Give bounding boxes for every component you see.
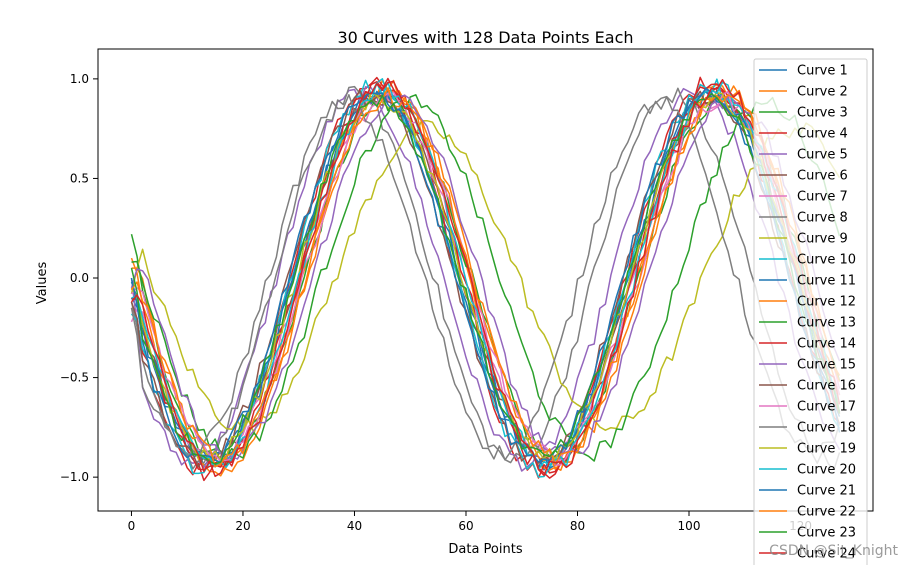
legend-label: Curve 12 — [797, 295, 856, 310]
plot-frame — [97, 48, 874, 512]
series-line-11 — [130, 90, 841, 470]
legend-label: Curve 17 — [797, 400, 856, 415]
legend-label: Curve 22 — [797, 505, 856, 520]
x-tick-label: 100 — [678, 519, 701, 533]
legend-label: Curve 8 — [797, 211, 848, 226]
y-tick-label: 0.0 — [70, 271, 89, 285]
y-axis: −1.0 −0.5 0.0 0.5 1.0 — [60, 72, 98, 484]
legend-label: Curve 2 — [797, 85, 848, 100]
series-line-2 — [130, 79, 841, 477]
series-line-8 — [130, 85, 841, 471]
x-tick-label: 80 — [570, 519, 585, 533]
legend-label: Curve 3 — [797, 106, 848, 121]
series-line-24 — [130, 79, 841, 478]
legend-label: Curve 4 — [797, 127, 848, 142]
x-tick-label: 60 — [458, 519, 473, 533]
legend-label: Curve 7 — [797, 190, 848, 205]
legend-box — [753, 58, 868, 565]
legend-label: Curve 23 — [797, 526, 856, 541]
chart-title: 30 Curves with 128 Data Points Each — [337, 28, 633, 47]
series-line-5 — [130, 86, 841, 472]
legend-label: Curve 20 — [797, 463, 856, 478]
series-line-9 — [130, 119, 841, 434]
series-line-15 — [130, 94, 841, 460]
legend-label: Curve 18 — [797, 421, 856, 436]
series-line-17 — [130, 90, 841, 466]
watermark: CSDN @Sit_Knight — [769, 543, 898, 559]
x-axis: 020406080100120 — [128, 511, 812, 533]
legend-label: Curve 1 — [797, 64, 848, 79]
legend-label: Curve 10 — [797, 253, 856, 268]
series-lines — [130, 76, 841, 482]
y-axis-label: Values — [35, 262, 50, 305]
x-tick-label: 40 — [347, 519, 362, 533]
series-line-13 — [131, 94, 841, 462]
series-line-22 — [130, 87, 841, 468]
legend-label: Curve 5 — [797, 148, 848, 163]
legend-label: Curve 11 — [797, 274, 856, 289]
series-line-21 — [130, 87, 841, 464]
series-line-12 — [131, 89, 841, 473]
series-line-20 — [131, 81, 841, 471]
y-tick-label: −1.0 — [60, 470, 89, 484]
series-line-23 — [130, 93, 841, 465]
legend-label: Curve 14 — [797, 337, 856, 352]
legend-label: Curve 15 — [797, 358, 856, 373]
y-tick-label: −0.5 — [60, 371, 89, 385]
legend-label: Curve 16 — [797, 379, 856, 394]
legend-label: Curve 6 — [797, 169, 848, 184]
legend-label: Curve 13 — [797, 316, 856, 331]
legend-label: Curve 24 — [797, 547, 856, 562]
series-line-18 — [130, 94, 841, 461]
series-line-1 — [130, 87, 841, 471]
legend-label: Curve 19 — [797, 442, 856, 457]
x-tick-label: 20 — [235, 519, 250, 533]
legend-label: Curve 21 — [797, 484, 856, 499]
y-tick-label: 0.5 — [70, 171, 89, 185]
x-axis-label: Data Points — [448, 542, 522, 557]
y-tick-label: 1.0 — [70, 72, 89, 86]
legend-label: Curve 9 — [797, 232, 848, 247]
x-tick-label: 0 — [128, 519, 136, 533]
legend: Curve 1 Curve 2 Curve 3 Curve 4 Curve 5 Curve… — [753, 58, 868, 565]
